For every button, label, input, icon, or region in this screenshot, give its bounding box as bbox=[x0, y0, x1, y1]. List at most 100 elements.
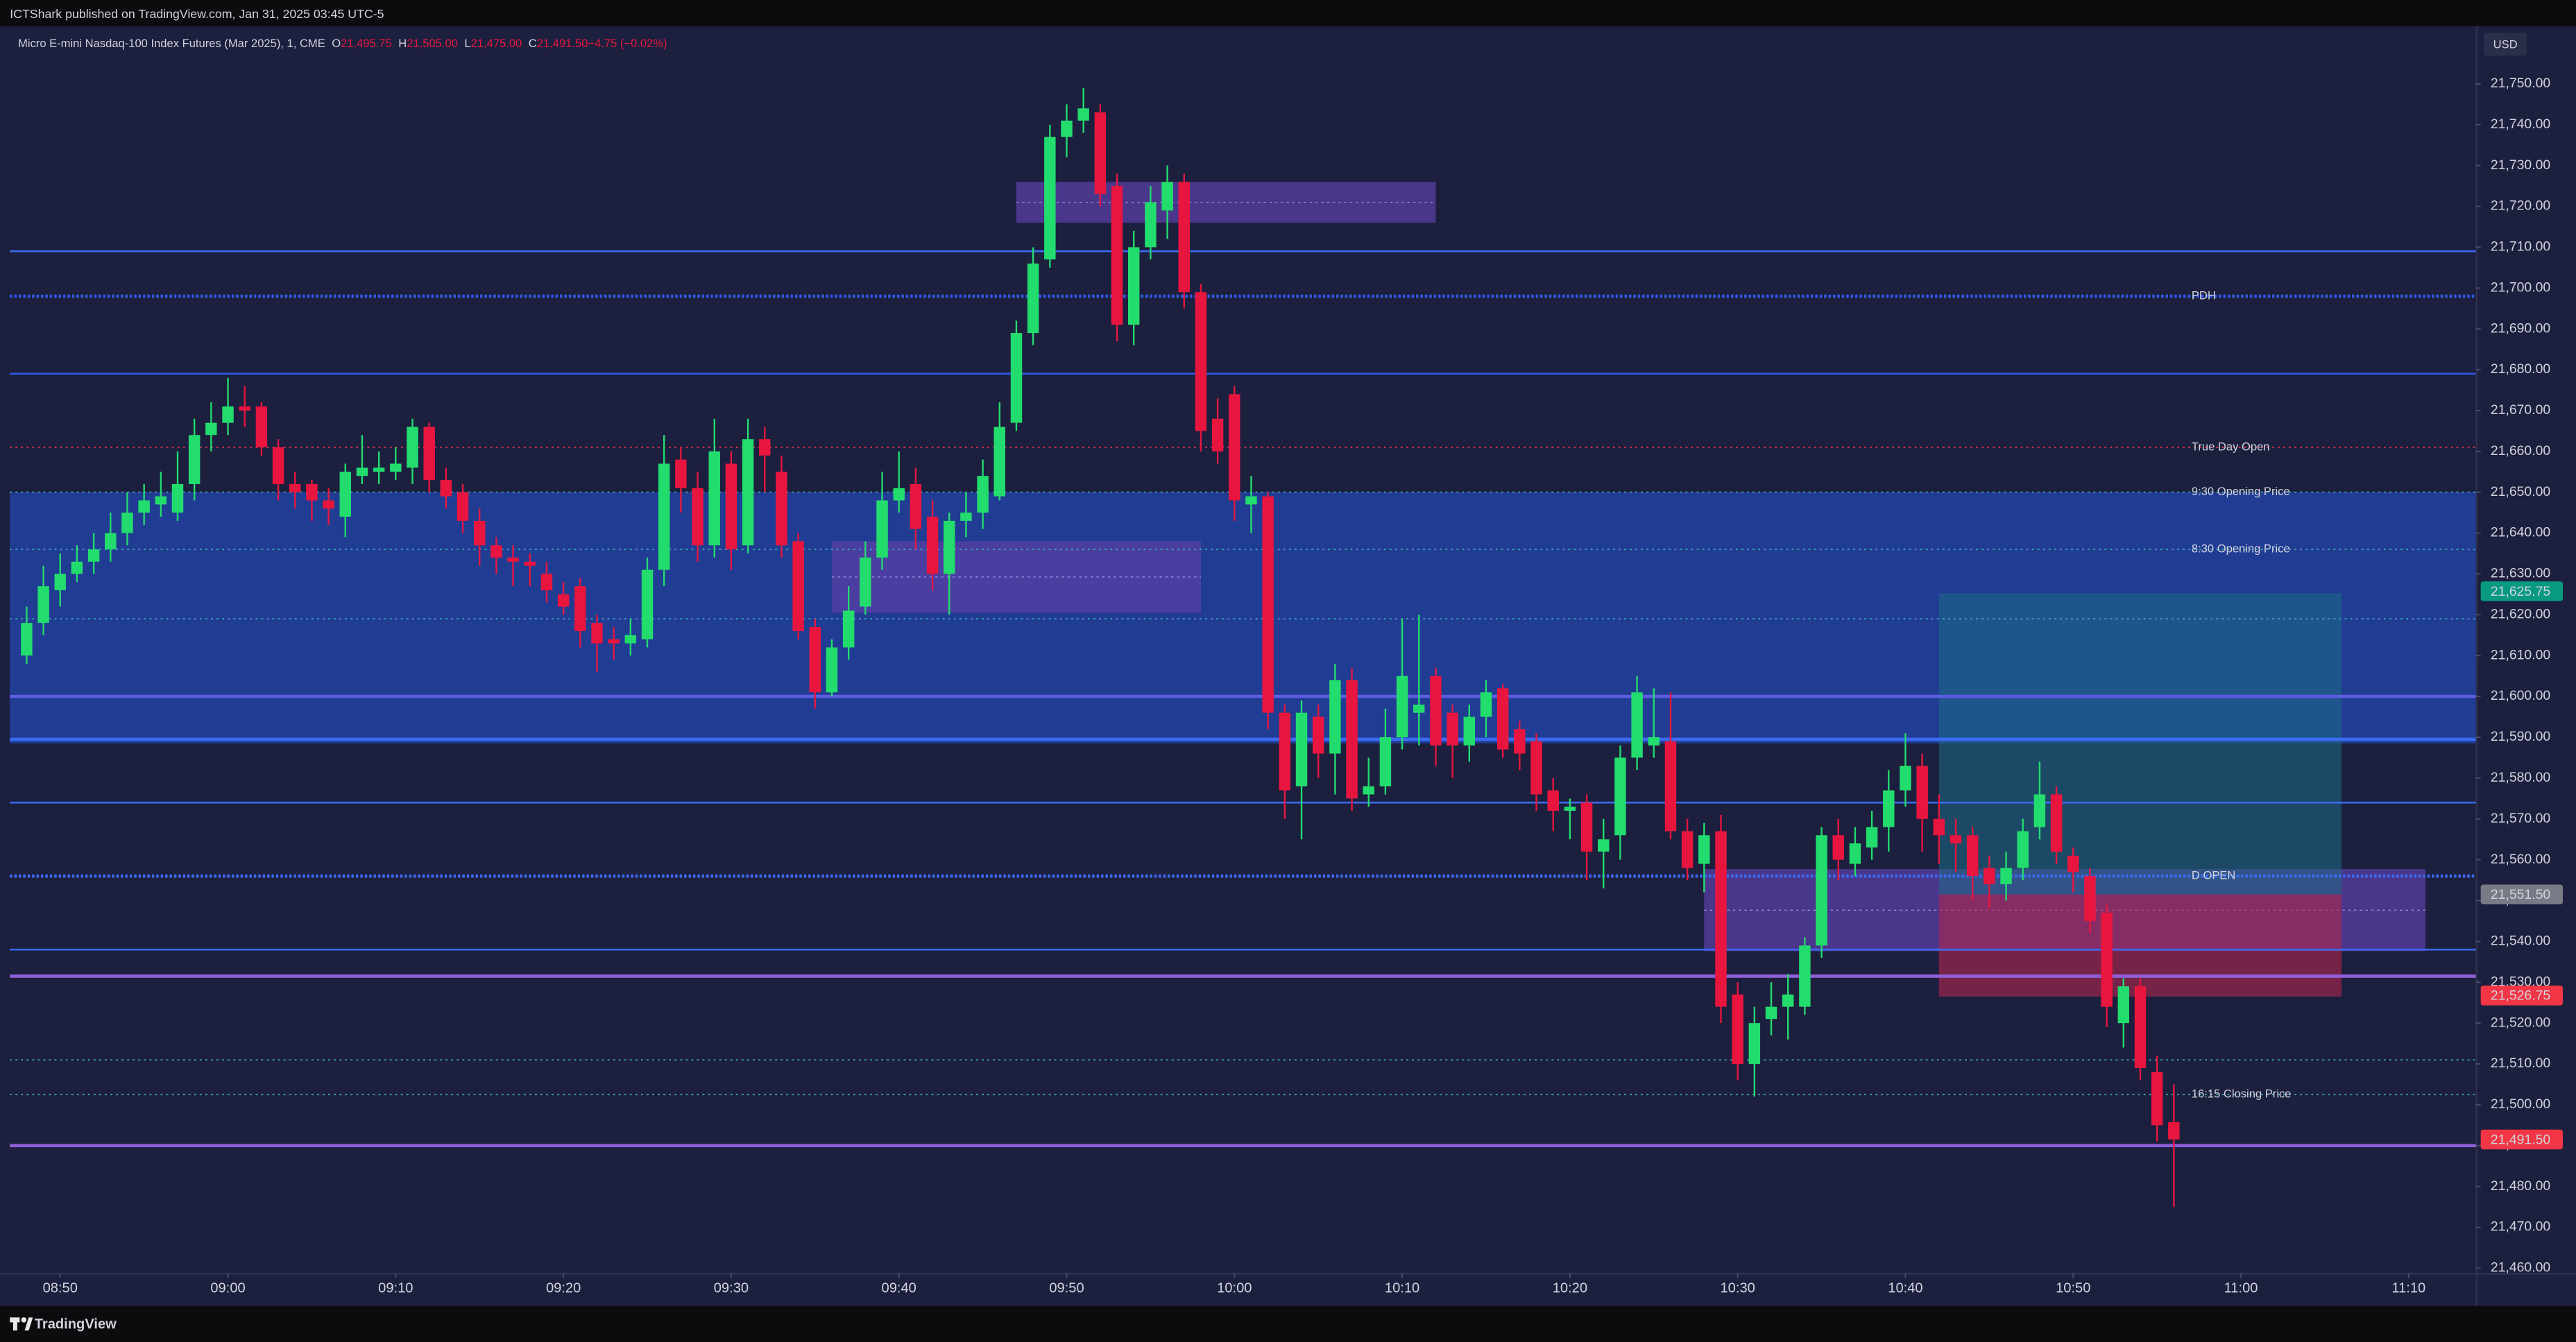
candle-body bbox=[1262, 496, 1274, 713]
candle-body bbox=[1480, 692, 1492, 717]
x-tick-label: 09:40 bbox=[882, 1280, 916, 1296]
candle-body bbox=[1027, 263, 1039, 334]
candle-body bbox=[792, 541, 804, 631]
candle-body bbox=[121, 513, 133, 533]
header: ICTShark published on TradingView.com, J… bbox=[10, 7, 384, 21]
brand-logo bbox=[10, 1317, 33, 1331]
price-badge bbox=[2480, 884, 2564, 904]
y-tick-label: 21,720.00 bbox=[2491, 198, 2551, 214]
legend-value: 21,475.00 bbox=[471, 37, 522, 50]
y-tick-label: 21,560.00 bbox=[2491, 852, 2551, 867]
y-tick-label: 21,690.00 bbox=[2491, 320, 2551, 336]
candle-body bbox=[759, 439, 771, 456]
currency-box bbox=[2484, 33, 2527, 56]
candle-body bbox=[1396, 676, 1408, 738]
candle-body bbox=[742, 439, 754, 546]
candle-body bbox=[1245, 496, 1257, 505]
y-tick-label: 21,710.00 bbox=[2491, 239, 2551, 255]
candle-body bbox=[21, 623, 33, 656]
candle-body bbox=[105, 533, 117, 550]
level-label: 8:30 Opening Price bbox=[2192, 542, 2290, 556]
candle-body bbox=[1363, 786, 1374, 795]
y-tick-label: 21,470.00 bbox=[2491, 1219, 2551, 1235]
candle-body bbox=[1413, 704, 1425, 713]
candle-body bbox=[1799, 945, 1811, 1007]
legend-value: −4.75 (−0.02%) bbox=[588, 37, 667, 50]
candle-body bbox=[1295, 712, 1308, 786]
candle-body bbox=[1346, 680, 1358, 799]
candle-body bbox=[893, 488, 905, 501]
candle-body bbox=[1866, 827, 1878, 848]
candle-body bbox=[323, 500, 334, 509]
candle-body bbox=[2084, 876, 2096, 921]
candle-body bbox=[2134, 986, 2147, 1068]
legend-value: 21,495.75 bbox=[341, 37, 392, 50]
candle-body bbox=[692, 488, 703, 546]
x-tick-label: 10:10 bbox=[1385, 1280, 1419, 1296]
level-label: 16:15 Closing Price bbox=[2192, 1087, 2292, 1101]
x-tick-label: 10:40 bbox=[1888, 1280, 1922, 1296]
candle-body bbox=[440, 480, 452, 497]
candle-body bbox=[457, 492, 469, 521]
candle-body bbox=[809, 627, 821, 693]
legend-value: 21,491.50 bbox=[537, 37, 588, 50]
candle-body bbox=[776, 472, 787, 546]
candle-body bbox=[574, 586, 586, 631]
candle-body bbox=[876, 500, 888, 558]
zone bbox=[1016, 182, 1436, 223]
candle-body bbox=[1732, 994, 1743, 1065]
candle-body bbox=[155, 496, 167, 505]
candle-body bbox=[1547, 790, 1559, 811]
level-label: D OPEN bbox=[2192, 869, 2236, 882]
price-badge bbox=[2480, 986, 2564, 1006]
candle-body bbox=[54, 574, 66, 591]
legend-title: Micro E-mini Nasdaq-100 Index Futures (M… bbox=[18, 37, 325, 50]
candle-body bbox=[138, 500, 150, 513]
y-tick-label: 21,540.00 bbox=[2491, 934, 2551, 949]
candle-body bbox=[2067, 855, 2079, 872]
x-tick-label: 11:10 bbox=[2391, 1280, 2425, 1296]
candle-body bbox=[1379, 737, 1392, 786]
candle-body bbox=[37, 586, 49, 623]
candle-body bbox=[2151, 1072, 2163, 1126]
candle-body bbox=[491, 545, 502, 558]
currency: USD bbox=[2493, 38, 2518, 51]
price-badge bbox=[2480, 581, 2564, 601]
candles bbox=[21, 87, 2180, 1207]
logo-part bbox=[12, 1317, 17, 1331]
candle-body bbox=[2017, 831, 2029, 868]
candle-body bbox=[507, 557, 519, 562]
candle-body bbox=[1933, 818, 1945, 836]
candle-body bbox=[624, 635, 637, 644]
x-tick-label: 09:50 bbox=[1049, 1280, 1084, 1296]
y-tick-label: 21,500.00 bbox=[2491, 1096, 2551, 1112]
legend-key: O bbox=[332, 37, 341, 50]
candle-body bbox=[708, 451, 720, 546]
candle-body bbox=[356, 467, 368, 476]
candle-body bbox=[1161, 182, 1173, 211]
legend-value: 21,505.00 bbox=[407, 37, 458, 50]
candle-body bbox=[423, 427, 435, 481]
candle-body bbox=[910, 483, 922, 529]
candle-body bbox=[188, 435, 201, 484]
candle-body bbox=[826, 647, 838, 693]
candle-body bbox=[1984, 868, 1995, 884]
y-tick-label: 21,510.00 bbox=[2491, 1056, 2551, 1071]
candle-body bbox=[1950, 835, 1962, 844]
candle-body bbox=[373, 467, 385, 472]
levels: PDH True Day Open 9:30 Opening Price 8:30 O… bbox=[10, 250, 2476, 1148]
candle-body bbox=[272, 447, 284, 484]
candle-body bbox=[1648, 737, 1660, 746]
candle-body bbox=[1279, 712, 1291, 791]
candle-body bbox=[1916, 766, 1928, 819]
candle-body bbox=[1681, 831, 1694, 868]
y-tick-label: 21,570.00 bbox=[2491, 811, 2551, 826]
candle-body bbox=[1631, 692, 1643, 758]
candle-body bbox=[1849, 843, 1861, 864]
legend-key: C bbox=[529, 37, 537, 50]
candle-body bbox=[1748, 1023, 1761, 1065]
candle-body bbox=[926, 517, 939, 574]
candle-body bbox=[1178, 182, 1190, 293]
candle-body bbox=[1832, 835, 1844, 860]
y-tick-label: 21,730.00 bbox=[2491, 157, 2551, 173]
